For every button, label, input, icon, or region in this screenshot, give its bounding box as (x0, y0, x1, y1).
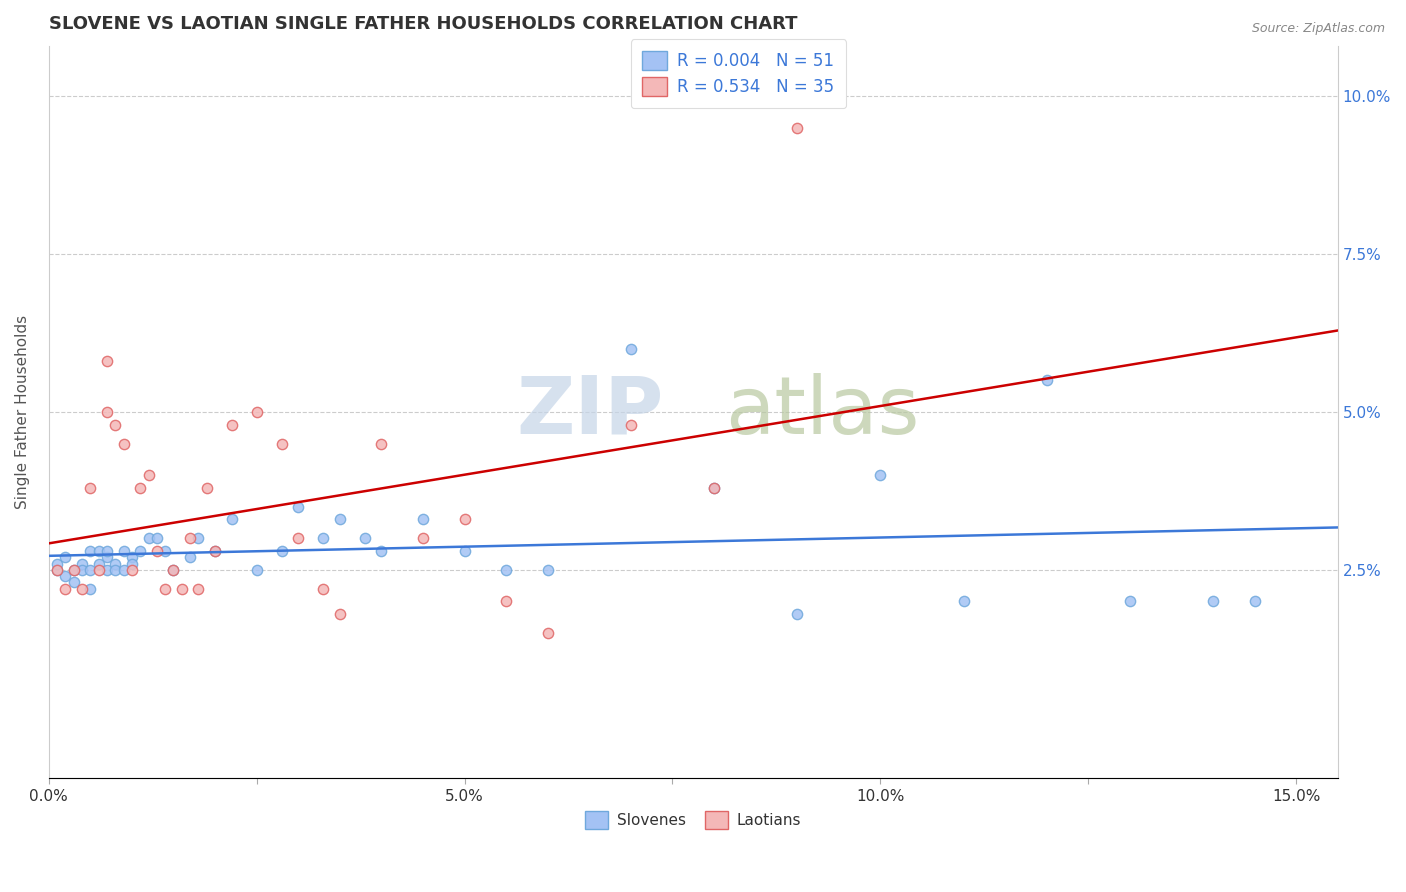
Point (96, 550, 118, 565)
Point (287, 531, 309, 545)
Point (495, 594, 517, 608)
Point (703, 481, 725, 495)
Point (620, 342, 643, 356)
Point (1035, 373, 1057, 387)
Point (153, 582, 176, 596)
Text: SLOVENE VS LAOTIAN SINGLE FATHER HOUSEHOLDS CORRELATION CHART: SLOVENE VS LAOTIAN SINGLE FATHER HOUSEHO… (49, 15, 797, 33)
Text: Source: ZipAtlas.com: Source: ZipAtlas.com (1251, 22, 1385, 36)
Point (204, 544, 226, 558)
Point (104, 557, 127, 571)
Point (1119, 594, 1142, 608)
Point (96, 563, 118, 577)
Point (46, 563, 69, 577)
Point (537, 626, 560, 640)
Point (246, 405, 269, 419)
Point (246, 563, 269, 577)
Point (270, 436, 292, 450)
Point (55, 550, 77, 565)
Point (187, 582, 209, 596)
Point (79, 563, 101, 577)
Point (46, 563, 69, 577)
Point (96, 405, 118, 419)
Point (412, 512, 434, 526)
Point (329, 607, 352, 621)
Point (162, 563, 184, 577)
Point (129, 481, 152, 495)
Point (287, 500, 309, 514)
Point (204, 544, 226, 558)
Point (70, 582, 93, 596)
Point (62, 575, 84, 590)
Point (129, 544, 152, 558)
Point (412, 531, 434, 545)
Point (703, 481, 725, 495)
Point (370, 436, 392, 450)
Point (453, 544, 475, 558)
Text: atlas: atlas (725, 373, 920, 451)
Point (221, 512, 243, 526)
Point (952, 594, 974, 608)
Point (170, 582, 193, 596)
Point (70, 557, 93, 571)
Point (495, 563, 517, 577)
Point (96, 354, 118, 368)
Point (1202, 594, 1225, 608)
Point (121, 563, 143, 577)
Point (104, 417, 127, 432)
Point (70, 563, 93, 577)
Point (453, 512, 475, 526)
Point (153, 544, 176, 558)
Point (138, 531, 160, 545)
Point (312, 582, 335, 596)
Point (121, 550, 143, 565)
Point (121, 557, 143, 571)
Point (55, 582, 77, 596)
Point (46, 557, 69, 571)
Point (187, 531, 209, 545)
Point (146, 544, 169, 558)
Point (79, 544, 101, 558)
Text: ZIP: ZIP (516, 373, 664, 451)
Point (221, 417, 243, 432)
Point (786, 607, 808, 621)
Point (146, 531, 169, 545)
Point (620, 417, 643, 432)
Point (112, 563, 135, 577)
Y-axis label: Single Father Households: Single Father Households (15, 315, 30, 509)
Point (87, 557, 110, 571)
Legend: Slovenes, Laotians: Slovenes, Laotians (578, 804, 808, 837)
Point (138, 468, 160, 483)
Point (96, 544, 118, 558)
Point (79, 481, 101, 495)
Point (112, 544, 135, 558)
Point (62, 563, 84, 577)
Point (62, 563, 84, 577)
Point (55, 569, 77, 583)
Point (353, 531, 375, 545)
Point (537, 563, 560, 577)
Point (79, 582, 101, 596)
Point (270, 544, 292, 558)
Point (329, 512, 352, 526)
Point (87, 563, 110, 577)
Point (1243, 594, 1265, 608)
Point (104, 563, 127, 577)
Point (179, 550, 201, 565)
Point (195, 481, 218, 495)
Point (786, 120, 808, 135)
Point (179, 531, 201, 545)
Point (869, 468, 891, 483)
Point (312, 531, 335, 545)
Point (112, 436, 135, 450)
Point (87, 544, 110, 558)
Point (162, 563, 184, 577)
Point (370, 544, 392, 558)
